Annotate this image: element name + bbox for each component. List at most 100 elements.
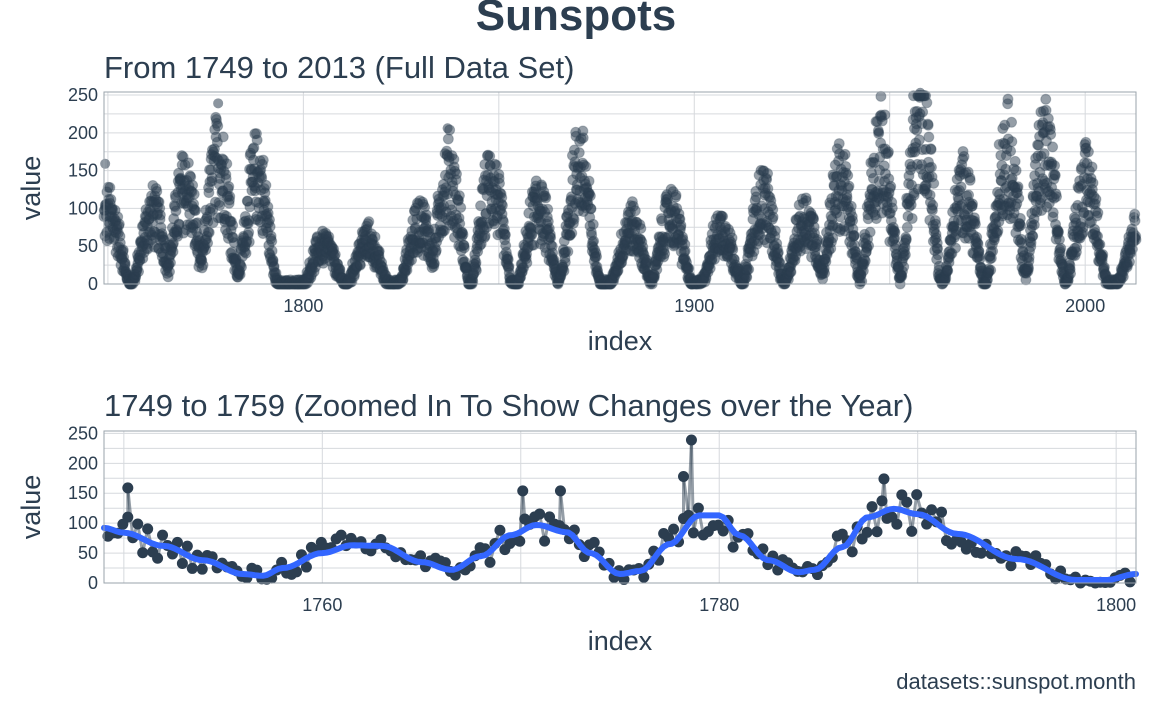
data-point bbox=[484, 556, 496, 568]
data-point bbox=[866, 501, 878, 513]
data-point bbox=[421, 209, 432, 221]
data-point bbox=[539, 535, 551, 547]
data-point bbox=[913, 134, 925, 146]
data-point bbox=[113, 218, 125, 230]
data-point bbox=[863, 240, 875, 252]
panel-full-y-tick-label: 0 bbox=[88, 274, 98, 294]
data-point bbox=[182, 157, 194, 169]
data-point bbox=[861, 526, 873, 538]
data-point bbox=[105, 193, 117, 205]
data-point bbox=[1038, 127, 1049, 138]
data-point bbox=[635, 222, 647, 234]
panel-full-y-tick-label: 150 bbox=[68, 161, 98, 181]
data-point bbox=[864, 226, 876, 238]
data-point bbox=[1082, 146, 1094, 158]
data-point bbox=[871, 526, 883, 538]
data-point bbox=[442, 133, 454, 145]
data-point bbox=[235, 261, 247, 273]
data-point bbox=[457, 229, 469, 241]
panel-full-ylabel: value bbox=[16, 156, 46, 221]
data-point bbox=[542, 203, 554, 215]
data-point bbox=[922, 119, 934, 131]
panel-zoomed-grid bbox=[104, 431, 1136, 583]
data-point bbox=[1092, 207, 1104, 219]
data-point bbox=[917, 106, 929, 118]
data-point bbox=[1129, 215, 1141, 227]
data-point bbox=[1049, 170, 1061, 182]
data-point bbox=[928, 177, 940, 189]
data-point bbox=[923, 131, 935, 143]
data-point bbox=[930, 218, 942, 230]
panel-full-x-tick-label: 1900 bbox=[674, 296, 714, 316]
data-point bbox=[142, 523, 154, 535]
data-point bbox=[769, 225, 781, 237]
panel-zoomed-x-tick-label: 1780 bbox=[699, 595, 739, 615]
data-point bbox=[243, 236, 255, 248]
panel-full-x-tick-label: 1800 bbox=[283, 296, 323, 316]
data-point bbox=[668, 523, 680, 535]
data-point bbox=[833, 138, 845, 150]
data-point bbox=[926, 504, 938, 516]
panel-zoomed-x-tick-label: 1800 bbox=[1096, 595, 1136, 615]
data-point bbox=[203, 187, 215, 199]
data-point bbox=[966, 198, 978, 210]
panel-zoomed-y-tick-label: 250 bbox=[68, 423, 98, 443]
data-point bbox=[1051, 191, 1063, 203]
data-point bbox=[251, 134, 263, 146]
data-point bbox=[217, 131, 229, 143]
data-point bbox=[100, 158, 111, 169]
data-point bbox=[559, 256, 571, 268]
data-point bbox=[932, 249, 944, 261]
data-point bbox=[186, 562, 198, 574]
data-point bbox=[154, 209, 166, 221]
data-point bbox=[591, 251, 603, 263]
data-point bbox=[137, 547, 149, 559]
data-point bbox=[514, 535, 526, 547]
data-point bbox=[1049, 160, 1061, 172]
data-point bbox=[675, 219, 687, 231]
data-point bbox=[1071, 241, 1083, 253]
data-point bbox=[521, 257, 533, 269]
data-point bbox=[1097, 249, 1109, 261]
data-point bbox=[176, 557, 188, 569]
panel-full-y-tick-label: 250 bbox=[68, 85, 98, 105]
data-point bbox=[1090, 193, 1102, 205]
data-point bbox=[1009, 155, 1021, 167]
data-point bbox=[587, 218, 599, 230]
data-point bbox=[458, 242, 470, 254]
panel-zoomed-x-ticks: 1760 1780 1800 bbox=[302, 595, 1136, 615]
data-point bbox=[260, 179, 272, 191]
data-point bbox=[1027, 230, 1039, 242]
panel-full-y-tick-label: 50 bbox=[78, 236, 98, 256]
data-point bbox=[562, 246, 574, 258]
data-point bbox=[878, 473, 890, 485]
data-point bbox=[906, 212, 918, 224]
data-point bbox=[1047, 141, 1059, 153]
chart-caption: datasets::sunspot.month bbox=[896, 669, 1136, 694]
data-point bbox=[879, 109, 891, 121]
data-point bbox=[470, 265, 482, 277]
data-point bbox=[785, 266, 797, 278]
data-point bbox=[772, 246, 784, 258]
data-point bbox=[573, 147, 585, 159]
data-point bbox=[921, 97, 933, 109]
data-point bbox=[901, 496, 913, 508]
data-point bbox=[842, 169, 854, 181]
data-point bbox=[845, 200, 857, 212]
data-point bbox=[188, 188, 200, 200]
data-point bbox=[819, 267, 831, 279]
data-point bbox=[1086, 161, 1098, 173]
data-point bbox=[170, 205, 182, 217]
data-point bbox=[905, 199, 917, 211]
data-point bbox=[727, 244, 739, 256]
data-point bbox=[889, 226, 901, 238]
data-point bbox=[221, 158, 233, 170]
data-point bbox=[900, 233, 912, 245]
data-point bbox=[1065, 268, 1077, 280]
panel-zoomed-y-tick-label: 100 bbox=[68, 513, 98, 533]
data-point bbox=[455, 201, 467, 213]
data-point bbox=[196, 563, 208, 575]
data-point bbox=[266, 235, 278, 247]
panel-zoomed-y-tick-label: 0 bbox=[88, 573, 98, 593]
